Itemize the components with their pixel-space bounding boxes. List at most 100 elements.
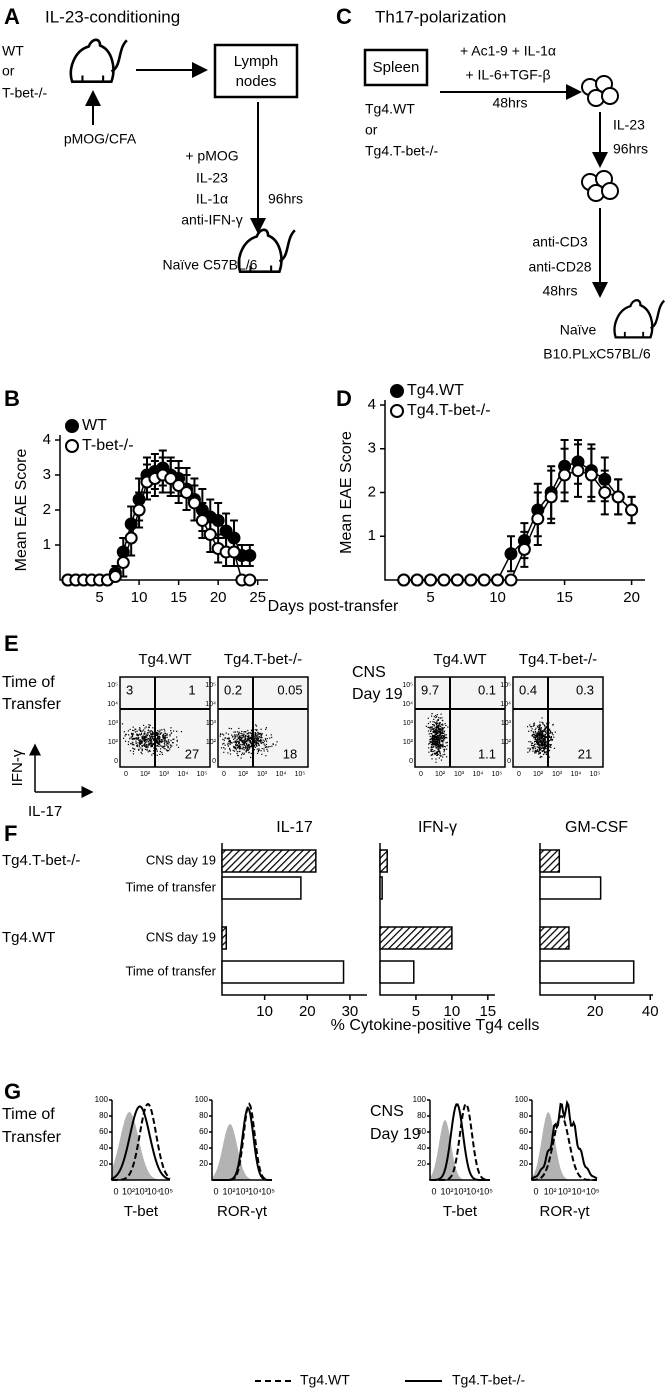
event-dot [241, 752, 244, 754]
event-dot [237, 734, 239, 736]
event-dot [436, 743, 438, 745]
event-dot [536, 749, 539, 751]
event-dot [170, 727, 172, 729]
event-dot [435, 736, 437, 738]
event-dot [163, 745, 165, 748]
event-dot [259, 741, 262, 743]
event-dot [442, 744, 444, 747]
event-dot [430, 749, 432, 751]
event-dot [428, 733, 430, 735]
event-dot [143, 745, 145, 747]
event-dot [250, 756, 252, 759]
event-dot [242, 746, 245, 749]
event-dot [442, 754, 444, 756]
event-dot [144, 727, 146, 729]
event-dot [440, 713, 442, 715]
x-tick-label: 5 [426, 589, 434, 606]
label: + pMOG [185, 148, 238, 164]
x-tick-label: 10 [131, 589, 148, 606]
event-dot [257, 751, 259, 753]
event-dot [223, 742, 225, 745]
event-dot [145, 738, 147, 741]
event-dot [171, 745, 173, 747]
event-dot [151, 744, 153, 746]
event-dot [256, 745, 258, 747]
x-tick-label: 10⁴ [571, 771, 582, 778]
event-dot [444, 734, 446, 736]
event-dot [152, 733, 154, 735]
x-tick-label: 10⁵ [295, 771, 306, 778]
event-dot [441, 740, 443, 742]
event-dot [542, 733, 544, 735]
event-dot [152, 744, 154, 746]
event-dot [149, 744, 151, 746]
event-dot [251, 742, 253, 744]
event-dot [432, 729, 435, 731]
event-dot [219, 733, 222, 735]
event-dot [138, 729, 140, 731]
event-dot [540, 743, 542, 746]
histogram-curve [430, 1120, 490, 1180]
event-dot [434, 740, 436, 743]
event-dot [534, 738, 536, 741]
event-dot [177, 746, 180, 748]
x-tick-label: 10³ [257, 771, 268, 778]
event-dot [429, 721, 431, 723]
event-dot [533, 743, 536, 745]
histogram-curve [112, 1112, 170, 1180]
event-dot [265, 740, 268, 742]
event-dot [551, 731, 553, 734]
event-dot [436, 715, 438, 718]
event-dot [164, 736, 167, 738]
event-dot [150, 732, 152, 735]
event-dot [161, 729, 163, 731]
event-dot [256, 740, 258, 742]
event-dot [145, 734, 147, 737]
y-tick-label: 3 [368, 440, 376, 457]
event-dot [534, 737, 537, 739]
row-label: Transfer [2, 696, 62, 713]
event-dot [165, 744, 168, 746]
event-dot [242, 735, 245, 737]
event-dot [437, 731, 439, 733]
histogram-curve [212, 1124, 272, 1180]
event-dot [133, 737, 135, 739]
y-tick-label: 0 [507, 758, 511, 765]
event-dot [137, 737, 139, 739]
event-dot [234, 731, 236, 733]
y-tick-label: 20 [417, 1159, 426, 1168]
event-dot [166, 733, 168, 736]
event-dot [176, 740, 178, 742]
event-dot [146, 745, 148, 748]
event-dot [256, 748, 258, 750]
event-dot [539, 740, 541, 742]
event-dot [248, 737, 250, 739]
event-dot [539, 723, 541, 726]
event-dot [232, 749, 234, 752]
event-dot [429, 728, 431, 730]
marker [571, 464, 585, 478]
event-dot [255, 742, 257, 744]
event-dot [158, 739, 161, 741]
event-dot [241, 730, 243, 733]
bar [379, 849, 388, 873]
event-dot [538, 737, 540, 739]
label: 48hrs [492, 95, 527, 111]
event-dot [171, 741, 174, 744]
event-dot [435, 746, 437, 748]
event-dot [433, 752, 436, 755]
event-dot [248, 735, 250, 737]
event-dot [541, 736, 543, 739]
event-dot [243, 741, 245, 743]
event-dot [245, 747, 247, 749]
event-dot [266, 748, 268, 750]
marker [424, 573, 438, 587]
y-tick-label: 60 [99, 1127, 108, 1136]
event-dot [538, 729, 540, 731]
event-dot [151, 738, 153, 740]
event-dot [540, 746, 542, 749]
event-dot [245, 749, 248, 752]
event-dot [140, 741, 142, 743]
event-dot [146, 734, 149, 737]
event-dot [162, 733, 165, 735]
